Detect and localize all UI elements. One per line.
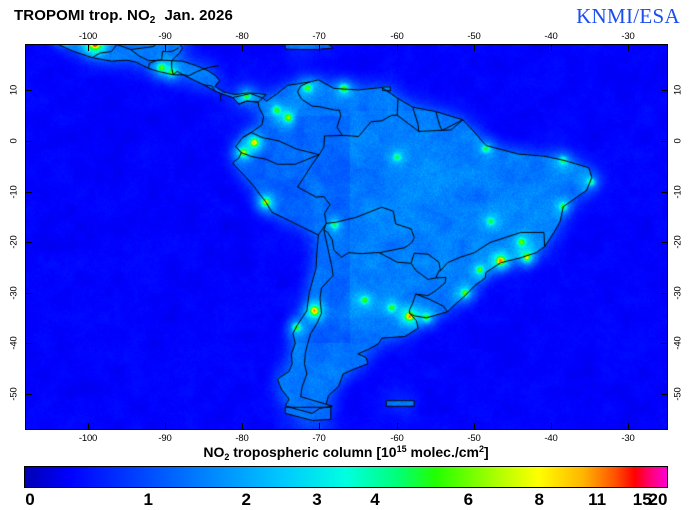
colorbar-gradient <box>25 467 667 487</box>
lat-tick-mark <box>26 343 32 344</box>
page-title: TROPOMI trop. NO2 Jan. 2026 <box>14 7 233 26</box>
lon-tick-label-bottom: -50 <box>467 433 481 444</box>
lat-tick-label-right: -10 <box>672 185 684 199</box>
lon-tick-label-top: -80 <box>235 31 249 42</box>
title-prefix: TROPOMI trop. NO <box>14 7 150 24</box>
lon-tick-mark <box>165 45 166 51</box>
lat-tick-label-right: -30 <box>672 286 684 300</box>
colorbar <box>24 466 668 488</box>
colorbar-tick-label: 6 <box>463 490 474 509</box>
title-date: Jan. 2026 <box>164 7 233 24</box>
lat-tick-mark <box>661 242 667 243</box>
colorbar-tick-label: 11 <box>588 490 607 509</box>
lat-tick-label-right: 10 <box>672 84 684 96</box>
colorbar-axis-label: NO2 tropospheric column [1015 molec./cm2… <box>203 444 489 462</box>
lon-tick-label-top: -90 <box>158 31 172 42</box>
lon-tick-label-bottom: -70 <box>312 433 326 444</box>
no2-column-heatmap <box>26 45 667 429</box>
lat-tick-mark <box>26 90 32 91</box>
lon-tick-mark <box>628 45 629 51</box>
lat-tick-label-right: -50 <box>672 387 684 401</box>
title-subscript: 2 <box>149 15 156 26</box>
lat-tick-mark <box>661 141 667 142</box>
map-plot-area <box>25 44 668 430</box>
colorbar-tick-label: 20 <box>648 490 668 509</box>
colorbar-tick-label: 15 <box>632 490 652 509</box>
lat-tick-label-left: -50 <box>8 387 20 401</box>
colorbar-tick-label: 1 <box>143 490 154 509</box>
lat-tick-label-left: -40 <box>8 336 20 350</box>
colorbar-tick-label: 4 <box>370 490 380 509</box>
lat-tick-mark <box>661 394 667 395</box>
lon-tick-label-top: -100 <box>78 31 98 42</box>
lon-tick-label-bottom: -40 <box>544 433 558 444</box>
lat-tick-mark <box>26 192 32 193</box>
colorbar-tick-label: 0 <box>25 490 35 509</box>
lon-tick-label-bottom: -100 <box>78 433 98 444</box>
lat-tick-label-left: -10 <box>8 185 20 199</box>
colorbar-tick-label: 2 <box>241 490 251 509</box>
lat-tick-label-left: -30 <box>8 286 20 300</box>
lat-tick-label-right: 0 <box>672 138 684 144</box>
lon-tick-label-bottom: -30 <box>621 433 635 444</box>
lat-tick-label-left: -20 <box>8 235 20 249</box>
knmi-esa-logo: KNMI/ESA <box>576 4 680 28</box>
lon-tick-label-bottom: -60 <box>390 433 404 444</box>
lon-tick-mark <box>551 423 552 429</box>
lon-tick-mark <box>397 423 398 429</box>
lat-tick-mark <box>661 192 667 193</box>
lon-tick-label-bottom: -90 <box>158 433 172 444</box>
lon-tick-mark <box>397 45 398 51</box>
lon-tick-mark <box>242 423 243 429</box>
lon-tick-mark <box>319 423 320 429</box>
lon-tick-mark <box>474 45 475 51</box>
lat-tick-label-left: 10 <box>8 84 20 96</box>
lon-tick-label-top: -60 <box>390 31 404 42</box>
lat-tick-mark <box>661 343 667 344</box>
lon-tick-mark <box>319 45 320 51</box>
lat-tick-mark <box>26 141 32 142</box>
lon-tick-label-top: -30 <box>621 31 635 42</box>
lat-tick-label-left: 0 <box>8 138 20 144</box>
lat-tick-mark <box>26 394 32 395</box>
lat-tick-mark <box>661 90 667 91</box>
lat-tick-mark <box>26 293 32 294</box>
lat-tick-label-right: -20 <box>672 235 684 249</box>
colorbar-tick-label: 3 <box>312 490 322 509</box>
lon-tick-mark <box>242 45 243 51</box>
lon-tick-mark <box>165 423 166 429</box>
colorbar-tick-label: 8 <box>534 490 544 509</box>
lon-tick-mark <box>88 45 89 51</box>
lon-tick-label-top: -70 <box>312 31 326 42</box>
lon-tick-label-top: -50 <box>467 31 481 42</box>
lat-tick-mark <box>661 293 667 294</box>
lon-tick-mark <box>88 423 89 429</box>
lon-tick-label-top: -40 <box>544 31 558 42</box>
lat-tick-label-right: -40 <box>672 336 684 350</box>
lon-tick-label-bottom: -80 <box>235 433 249 444</box>
lat-tick-mark <box>26 242 32 243</box>
lon-tick-mark <box>474 423 475 429</box>
lon-tick-mark <box>551 45 552 51</box>
lon-tick-mark <box>628 423 629 429</box>
